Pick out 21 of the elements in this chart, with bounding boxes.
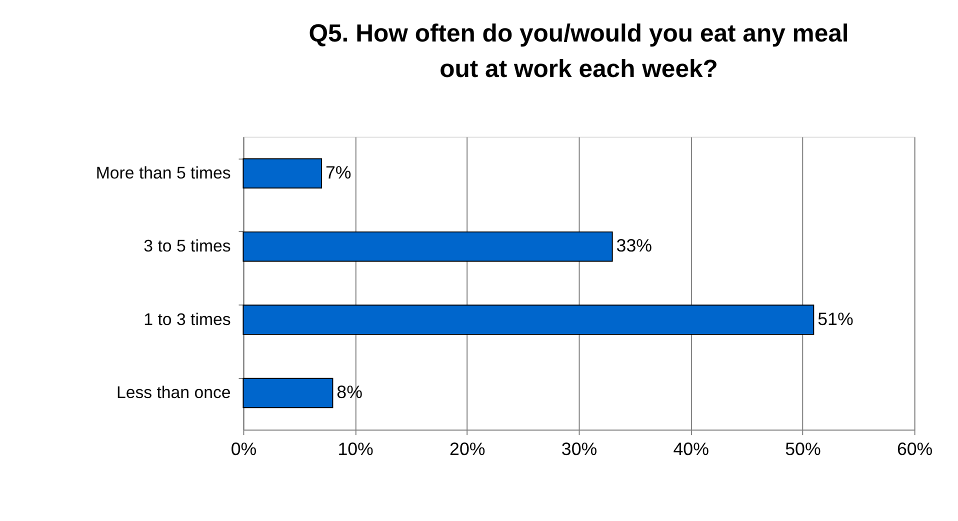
x-tick-label: 40% [673, 438, 710, 459]
x-tick-label: 10% [338, 438, 374, 459]
x-tick-label: 20% [450, 438, 486, 459]
data-label: 33% [616, 236, 652, 256]
text: out at work each week? [440, 56, 718, 84]
bar [242, 378, 334, 408]
data-label: 7% [325, 162, 352, 182]
x-tick-label: 0% [230, 438, 257, 459]
data-label: 51% [818, 308, 854, 329]
y-tick-label: 1 to 3 times [144, 310, 231, 329]
data-label: 8% [336, 382, 363, 402]
y-tick-label: Less than once [116, 382, 231, 402]
y-tick-label: 3 to 5 times [144, 236, 231, 256]
x-tick-label: 50% [785, 438, 821, 459]
x-tick-label: 60% [896, 438, 933, 459]
x-tick-label: 30% [561, 438, 598, 459]
bar [242, 304, 814, 335]
text: Q5. How often do you/would you eat any meal [308, 20, 849, 48]
bar [242, 231, 613, 262]
bar [242, 158, 322, 189]
y-tick-label: More than 5 times [96, 163, 231, 182]
